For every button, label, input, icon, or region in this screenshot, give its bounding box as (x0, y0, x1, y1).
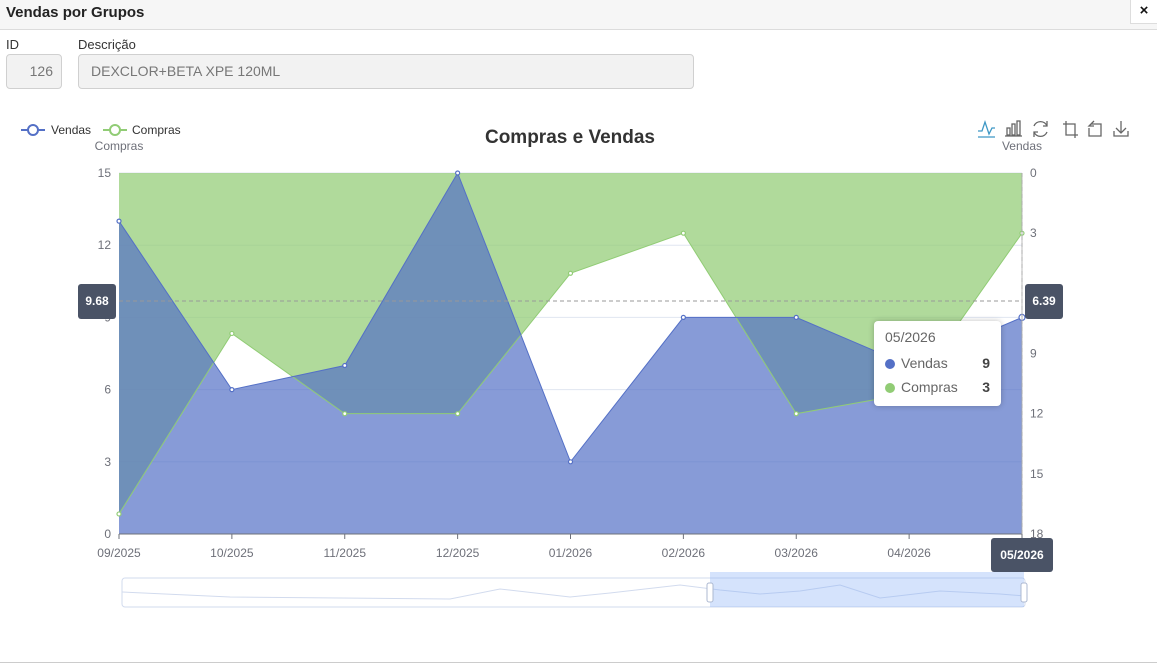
vendas-point[interactable] (229, 387, 235, 393)
left-tick-label: 12 (98, 238, 112, 252)
right-tick-label: 3 (1030, 226, 1037, 240)
download-icon[interactable] (1113, 121, 1129, 137)
legend-item-vendas[interactable]: Vendas (21, 123, 91, 137)
x-tick-label: 10/2025 (210, 546, 254, 560)
vendas-point[interactable] (680, 314, 686, 320)
zoom-icon[interactable] (1063, 121, 1078, 138)
compras-point[interactable] (567, 270, 574, 276)
chart-title: Compras e Vendas (485, 127, 655, 148)
close-button[interactable]: × (1130, 0, 1157, 24)
compras-area (119, 173, 1022, 514)
right-tick-label: 12 (1030, 407, 1044, 421)
compras-point[interactable] (116, 511, 122, 517)
left-pointer-label: 9.68 (85, 294, 109, 308)
description-field[interactable]: DEXCLOR+BETA XPE 120ML (78, 54, 694, 89)
vendas-point[interactable] (567, 459, 574, 465)
id-label: ID (6, 37, 19, 52)
axis-pointer: 9.68 6.39 05/2026 (78, 173, 1063, 572)
vendas-point[interactable] (342, 362, 348, 369)
compras-dot-icon (885, 383, 895, 393)
right-tick-label: 18 (1030, 527, 1044, 541)
tooltip-series-name: Compras (901, 379, 958, 395)
vendas-point[interactable] (455, 170, 461, 176)
compras-point[interactable] (793, 411, 799, 417)
compras-point[interactable] (455, 411, 461, 417)
right-axis-name: Vendas (1002, 139, 1042, 153)
tooltip-series-name: Vendas (901, 355, 948, 371)
x-tick-label: 04/2026 (887, 546, 931, 560)
axes: 09/2025 10/2025 11/2025 12/2025 01/2026 02/20… (97, 166, 1043, 560)
vendas-area (119, 173, 1022, 534)
right-pointer-label-bg (1025, 284, 1063, 319)
left-tick-label: 15 (98, 166, 112, 180)
right-tick-label: 15 (1030, 467, 1044, 481)
x-tick-label: 11/2025 (324, 546, 367, 560)
tooltip: 05/2026 Vendas 9 Compras 3 (874, 321, 1001, 406)
left-tick-label: 6 (104, 383, 111, 397)
left-tick-label: 3 (104, 455, 111, 469)
right-pointer-label: 6.39 (1032, 294, 1056, 308)
zoom-reset-icon[interactable] (1087, 120, 1102, 137)
window-titlebar: Vendas por Grupos × (0, 0, 1157, 30)
window-title: Vendas por Grupos (6, 4, 145, 21)
right-tick-label: 9 (1030, 347, 1037, 361)
restore-icon[interactable] (1033, 120, 1048, 138)
left-axis-name: Compras (95, 139, 144, 153)
legend-label-vendas: Vendas (51, 123, 91, 137)
tooltip-value: 3 (982, 379, 990, 395)
dialog-bottom-border (0, 662, 1157, 663)
tooltip-row-vendas: Vendas 9 (885, 351, 990, 375)
x-tick-label: 09/2025 (97, 546, 141, 560)
left-pointer-label-bg (78, 284, 116, 319)
tooltip-value: 9 (982, 355, 990, 371)
toolbox[interactable] (978, 119, 1129, 138)
x-tick-label: 12/2025 (436, 546, 480, 560)
series-areas (119, 173, 1022, 534)
compras-point[interactable] (229, 330, 235, 337)
right-tick-label: 0 (1030, 166, 1037, 180)
compras-point[interactable] (342, 411, 348, 417)
left-tick-label: 0 (104, 527, 111, 541)
vendas-point[interactable] (116, 218, 122, 224)
zoom-handle-left[interactable] (706, 582, 714, 603)
zoom-window[interactable] (710, 572, 1024, 607)
description-label: Descrição (78, 37, 136, 52)
id-field[interactable]: 126 (6, 54, 62, 89)
x-pointer-label-bg (991, 538, 1053, 572)
compras-point[interactable] (680, 230, 686, 236)
x-pointer-label: 05/2026 (1000, 548, 1044, 562)
zoom-handle-right[interactable] (1020, 582, 1028, 603)
legend-label-compras: Compras (132, 123, 181, 137)
vendas-point[interactable] (793, 314, 799, 320)
tooltip-title: 05/2026 (885, 329, 936, 345)
x-tick-label: 02/2026 (662, 546, 706, 560)
data-zoom-slider[interactable] (121, 572, 1028, 608)
x-tick-label: 03/2026 (775, 546, 819, 560)
x-tick-label: 01/2026 (549, 546, 593, 560)
line-chart-icon[interactable] (978, 119, 995, 138)
legend-item-compras[interactable]: Compras (103, 123, 181, 137)
bar-chart-icon[interactable] (1005, 120, 1022, 137)
legend[interactable]: Vendas Compras (21, 123, 181, 137)
vendas-dot-icon (885, 359, 895, 369)
tooltip-row-compras: Compras 3 (885, 375, 990, 399)
